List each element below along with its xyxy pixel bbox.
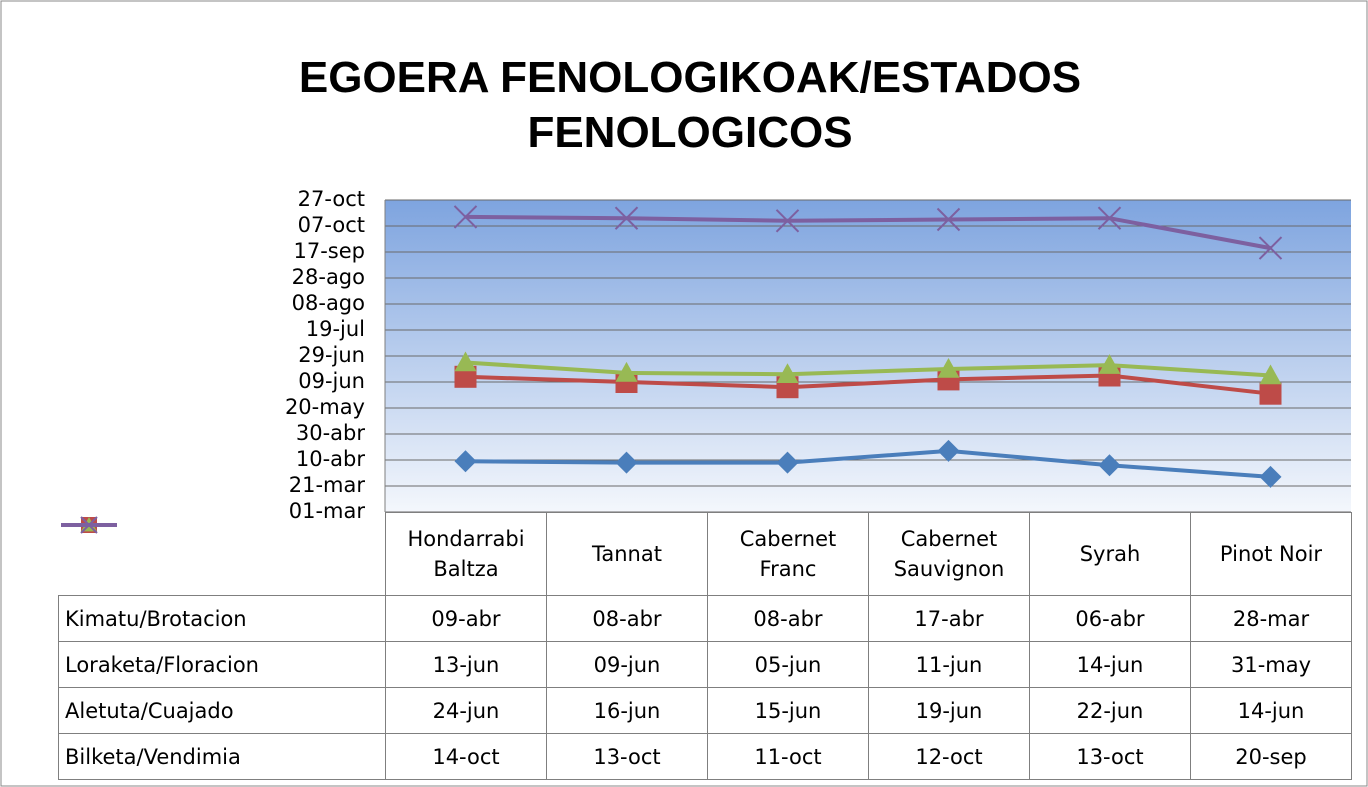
- legend-entry: Kimatu/Brotacion: [58, 516, 386, 642]
- marker: [1098, 354, 1121, 374]
- data-label: 09-abr: [385, 595, 547, 642]
- y-tick-label: 21-mar: [289, 473, 366, 497]
- marker: [454, 450, 477, 473]
- data-label: 19-jun: [868, 687, 1030, 734]
- chart-title: EGOERA FENOLOGIKOAK/ESTADOS FENOLOGICOS: [299, 53, 1081, 157]
- y-tick-label: 17-sep: [294, 239, 366, 263]
- data-label: 05-jun: [707, 641, 869, 688]
- y-tick-label: 08-ago: [292, 291, 365, 315]
- data-label: 28-mar: [1190, 595, 1352, 642]
- marker: [776, 451, 799, 474]
- x-tick-label: Syrah: [1029, 512, 1191, 596]
- series-line: [465, 448, 1271, 479]
- legend-entry: Loraketa/Floracion: [58, 516, 386, 688]
- data-label: 12-oct: [868, 733, 1030, 780]
- data-label: 08-abr: [707, 595, 869, 642]
- y-tick-label: 27-oct: [298, 187, 365, 211]
- marker: [1259, 364, 1282, 385]
- marker: [1097, 206, 1122, 230]
- marker: [936, 207, 961, 232]
- x-tick-label: Cabernet Franc: [707, 512, 869, 596]
- x-tick-label: Tannat: [546, 512, 708, 596]
- marker: [614, 206, 639, 230]
- legend-label: Kimatu/Brotacion: [65, 606, 247, 631]
- data-label: 20-sep: [1190, 733, 1352, 780]
- marker: [615, 361, 638, 382]
- y-tick-label: 01-mar: [289, 499, 366, 523]
- marker: [1259, 465, 1282, 488]
- data-label: 22-jun: [1029, 687, 1191, 734]
- marker: [1098, 454, 1121, 477]
- y-tick-label: 09-jun: [298, 369, 365, 393]
- marker: [454, 351, 477, 372]
- legend-entry: Bilketa/Vendimia: [58, 515, 386, 780]
- data-label: 31-may: [1190, 641, 1352, 688]
- marker: [937, 358, 960, 378]
- marker: [1258, 236, 1283, 260]
- data-label: 13-oct: [1029, 733, 1191, 780]
- data-table: Hondarrabi Baltza Tannat Cabernet Franc Cab…: [58, 512, 1352, 780]
- x-tick-label: Pinot Noir: [1190, 512, 1352, 596]
- series-line: [465, 214, 1271, 251]
- data-label: 11-oct: [707, 733, 869, 780]
- data-label: 11-jun: [868, 641, 1030, 688]
- data-label: 14-jun: [1190, 687, 1352, 734]
- legend-swatch: [60, 515, 117, 534]
- y-tick-label: 29-jun: [298, 343, 365, 367]
- y-tick-label: 10-abr: [296, 447, 365, 471]
- y-tick-label: 28-ago: [292, 265, 365, 289]
- y-tick-label: 19-jul: [306, 317, 365, 341]
- data-label: 13-oct: [546, 733, 708, 780]
- data-label: 14-jun: [1029, 641, 1191, 688]
- data-label: 09-jun: [546, 641, 708, 688]
- marker: [615, 451, 638, 474]
- data-label: 13-jun: [385, 641, 547, 688]
- data-label: 15-jun: [707, 687, 869, 734]
- series-line: [465, 360, 1271, 378]
- legend-label: Bilketa/Vendimia: [65, 744, 241, 769]
- legend-label: Aletuta/Cuajado: [65, 698, 234, 723]
- data-label: 17-abr: [868, 595, 1030, 642]
- data-label: 14-oct: [385, 733, 547, 780]
- data-label: 24-jun: [385, 687, 547, 734]
- data-label: 08-abr: [546, 595, 708, 642]
- marker: [453, 205, 478, 229]
- series-line: [465, 373, 1271, 396]
- legend-label: Loraketa/Floracion: [65, 652, 259, 677]
- legend-entry: Aletuta/Cuajado: [58, 516, 386, 734]
- marker: [1259, 382, 1282, 405]
- marker: [775, 209, 800, 233]
- marker: [776, 363, 799, 383]
- data-label: 16-jun: [546, 687, 708, 734]
- y-tick-label: 30-abr: [296, 421, 365, 445]
- marker: [937, 439, 960, 462]
- y-tick-label: 07-oct: [298, 213, 365, 237]
- x-tick-label: Hondarrabi Baltza: [385, 512, 547, 596]
- marker: [79, 515, 98, 534]
- data-label: 06-abr: [1029, 595, 1191, 642]
- y-tick-label: 20-may: [285, 395, 365, 419]
- x-tick-label: Cabernet Sauvignon: [868, 512, 1030, 596]
